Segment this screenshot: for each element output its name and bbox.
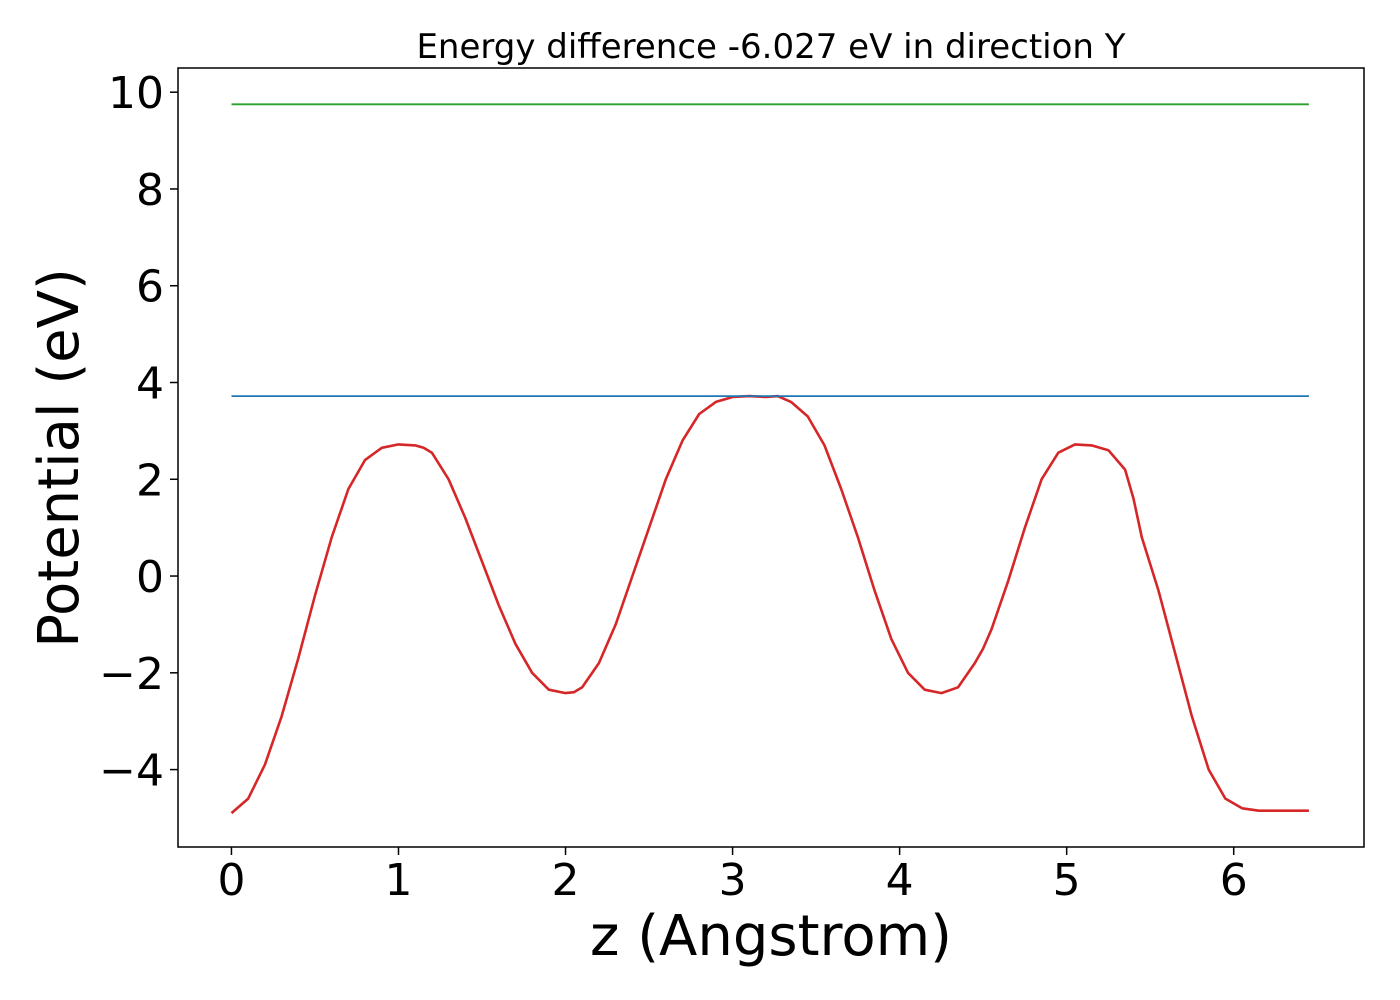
y-tick-label: 6	[136, 262, 164, 313]
x-tick-label: 6	[1220, 855, 1248, 906]
x-tick-label: 3	[719, 855, 747, 906]
y-tick-label: −4	[99, 746, 164, 797]
y-tick-label: −2	[99, 649, 164, 700]
y-tick-label: 2	[136, 455, 164, 506]
x-axis: 0 1 2 3 4 5 6	[217, 847, 1248, 906]
y-axis: −4 −2 0 2 4 6 8 10	[99, 68, 178, 797]
x-tick-label: 4	[886, 855, 914, 906]
y-axis-label: Potential (eV)	[27, 268, 92, 648]
y-tick-label: 4	[136, 359, 164, 410]
y-tick-label: 0	[136, 552, 164, 603]
x-axis-label: z (Angstrom)	[590, 904, 952, 969]
y-tick-label: 8	[136, 165, 164, 216]
x-tick-label: 5	[1053, 855, 1081, 906]
plot-frame	[177, 67, 1365, 848]
x-tick-label: 2	[552, 855, 580, 906]
y-tick-label: 10	[108, 68, 164, 119]
x-tick-label: 1	[384, 855, 412, 906]
x-tick-label: 0	[217, 855, 245, 906]
chart-title: Energy difference -6.027 eV in direction…	[416, 27, 1125, 67]
plot-lines	[230, 103, 1309, 815]
